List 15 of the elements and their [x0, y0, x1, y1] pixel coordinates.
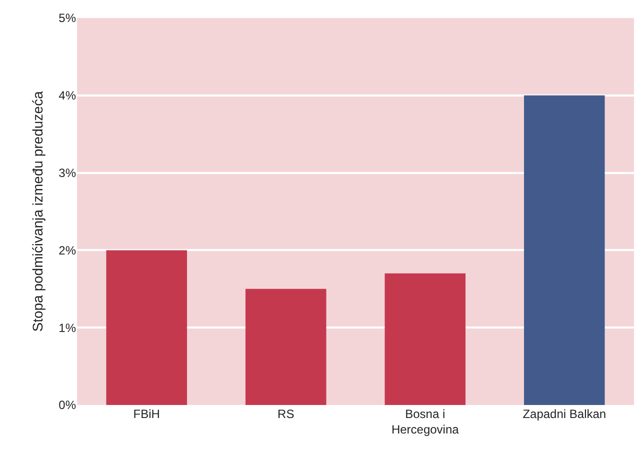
- bar: [384, 273, 466, 405]
- x-tick-label: Zapadni Balkan: [522, 407, 606, 421]
- y-tick-label: 0%: [58, 398, 76, 412]
- bar: [245, 288, 326, 405]
- y-tick-label: 1%: [58, 320, 76, 335]
- y-axis-title: Stopa podmićivanja između preduzeća: [29, 91, 46, 332]
- bar: [106, 250, 188, 405]
- x-tick-label: Bosna i Hercegovina: [391, 407, 460, 437]
- y-tick-label: 4%: [58, 88, 76, 103]
- y-tick-label: 5%: [58, 11, 76, 26]
- x-tick-label: FBiH: [133, 407, 160, 421]
- x-tick-label: RS: [278, 407, 294, 421]
- bar: [524, 95, 605, 405]
- y-tick-label: 3%: [58, 166, 76, 180]
- y-tick-label: 2%: [58, 243, 76, 258]
